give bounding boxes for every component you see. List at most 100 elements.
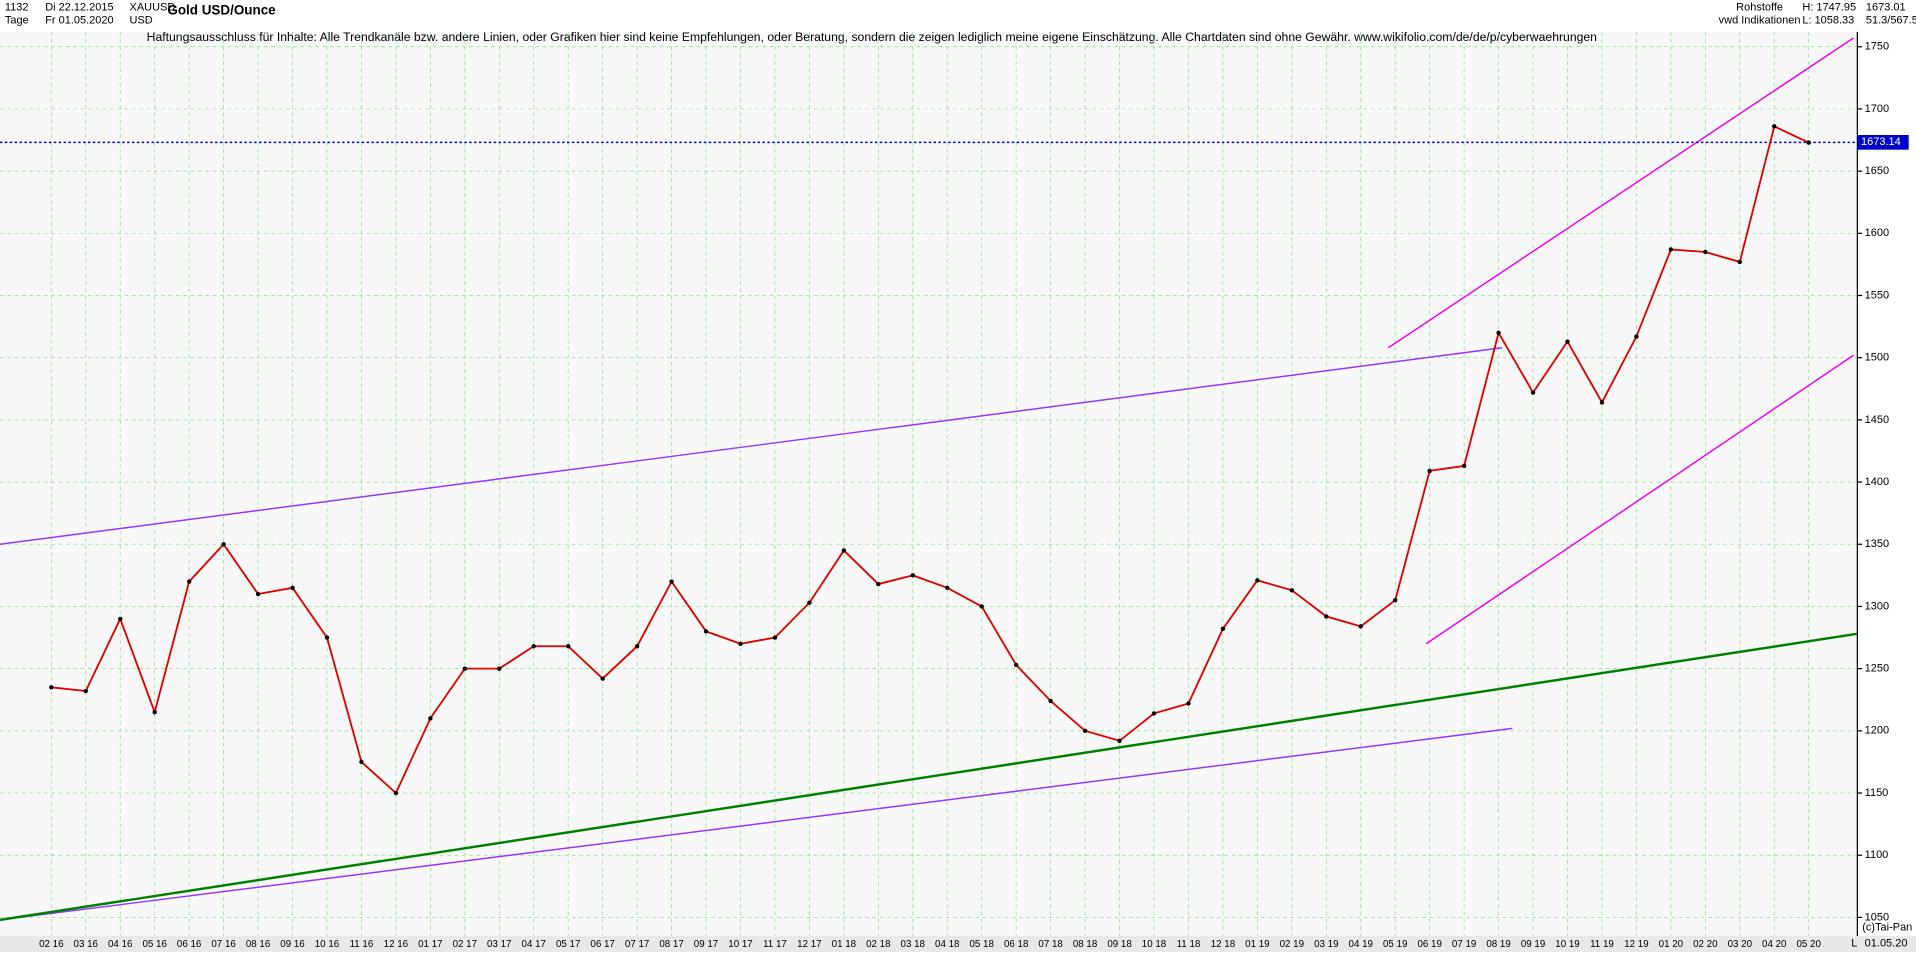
footer-mode: L bbox=[1851, 937, 1857, 949]
x-tick-label: 02 19 bbox=[1280, 939, 1304, 950]
x-tick-label: 11 19 bbox=[1590, 939, 1614, 950]
price-point bbox=[669, 579, 674, 584]
header-high: H: 1747.95 bbox=[1802, 1, 1856, 13]
price-point bbox=[1427, 468, 1432, 474]
x-tick-label: 09 18 bbox=[1107, 939, 1131, 950]
x-tick-label: 10 16 bbox=[315, 939, 339, 950]
trendline bbox=[0, 727, 1513, 921]
header-last: 1673.01 bbox=[1866, 1, 1906, 13]
x-tick-label: 02 17 bbox=[453, 939, 477, 950]
reference-label: 1673.14 bbox=[1861, 136, 1901, 148]
header-low: L: 1058.33 bbox=[1802, 15, 1854, 27]
price-point bbox=[428, 716, 433, 721]
price-point bbox=[772, 635, 778, 640]
x-tick-label: 01 17 bbox=[418, 939, 442, 950]
x-tick-label: 12 16 bbox=[384, 939, 408, 950]
price-point bbox=[1703, 249, 1708, 255]
price-point bbox=[1806, 140, 1811, 145]
price-point bbox=[634, 644, 640, 649]
x-tick-label: 12 19 bbox=[1624, 939, 1648, 950]
price-point bbox=[1082, 728, 1088, 734]
price-point bbox=[1668, 247, 1674, 252]
price-point bbox=[531, 644, 536, 649]
x-tick-label: 05 18 bbox=[969, 939, 993, 950]
price-point bbox=[1117, 738, 1122, 743]
x-tick-label: 12 17 bbox=[797, 939, 821, 950]
price-point bbox=[1393, 598, 1398, 603]
x-tick-label: 05 19 bbox=[1383, 939, 1407, 950]
price-point bbox=[462, 666, 468, 671]
x-tick-label: 07 16 bbox=[211, 939, 235, 950]
header-source: vwd Indikationen bbox=[1719, 15, 1801, 27]
x-tick-label: 03 16 bbox=[74, 939, 98, 950]
x-tick-label: 04 18 bbox=[935, 939, 959, 950]
x-tick-label: 11 18 bbox=[1177, 939, 1201, 950]
price-line bbox=[51, 125, 1810, 795]
x-tick-label: 05 16 bbox=[142, 939, 166, 950]
x-tick-label: 11 17 bbox=[763, 939, 787, 950]
price-point bbox=[738, 641, 743, 646]
price-point bbox=[393, 790, 399, 796]
x-tick-label: 04 19 bbox=[1349, 939, 1373, 950]
reference-tag bbox=[1857, 135, 1909, 150]
price-point bbox=[1772, 124, 1777, 129]
x-tick-label: 08 16 bbox=[246, 939, 270, 950]
y-tick-label: 1200 bbox=[1865, 725, 1889, 737]
disclaimer: Haftungsausschluss für Inhalte: Alle Tre… bbox=[147, 30, 1597, 44]
price-point bbox=[1358, 624, 1363, 629]
price-point bbox=[118, 616, 123, 622]
x-tick-label: 03 19 bbox=[1314, 939, 1338, 950]
x-tick-label: 03 17 bbox=[487, 939, 511, 950]
price-point bbox=[83, 688, 88, 694]
header-start: Di 22.12.2015 bbox=[45, 1, 113, 13]
x-tick-label: 11 16 bbox=[350, 939, 374, 950]
x-tick-label: 08 17 bbox=[659, 939, 683, 950]
x-tick-label: 07 18 bbox=[1038, 939, 1062, 950]
chart-title: Gold USD/Ounce bbox=[167, 3, 276, 18]
x-tick-label: 10 19 bbox=[1555, 939, 1579, 950]
price-point bbox=[290, 585, 295, 590]
price-point bbox=[1496, 330, 1501, 336]
x-tick-label: 01 20 bbox=[1659, 939, 1684, 950]
x-tick-label: 02 16 bbox=[39, 939, 63, 950]
price-point bbox=[1565, 339, 1570, 344]
header-id: 1132 bbox=[5, 1, 29, 13]
y-tick-label: 1650 bbox=[1865, 165, 1889, 177]
price-point bbox=[600, 676, 605, 681]
y-tick-label: 1100 bbox=[1865, 849, 1889, 861]
price-point bbox=[324, 635, 330, 640]
price-point bbox=[1461, 463, 1467, 469]
x-tick-label: 08 19 bbox=[1486, 939, 1510, 950]
x-tick-label: 01 19 bbox=[1245, 939, 1269, 950]
x-tick-label: 03 18 bbox=[901, 939, 925, 950]
x-tick-label: 04 17 bbox=[522, 939, 546, 950]
y-tick-label: 1250 bbox=[1865, 663, 1889, 675]
price-point bbox=[49, 685, 54, 690]
trendline bbox=[0, 632, 1858, 922]
price-point bbox=[359, 759, 364, 765]
x-tick-label: 07 19 bbox=[1452, 939, 1476, 950]
price-point bbox=[979, 604, 984, 609]
x-tick-label: 01 18 bbox=[832, 939, 856, 950]
x-tick-label: 05 17 bbox=[556, 939, 580, 950]
price-point bbox=[1048, 698, 1053, 704]
price-point bbox=[1220, 626, 1226, 632]
x-tick-label: 06 18 bbox=[1004, 939, 1028, 950]
price-point bbox=[807, 600, 812, 605]
x-tick-label: 07 17 bbox=[625, 939, 649, 950]
price-point bbox=[703, 629, 709, 634]
x-tick-label: 06 19 bbox=[1417, 939, 1441, 950]
x-tick-label: 04 20 bbox=[1762, 939, 1787, 950]
y-tick-label: 1050 bbox=[1865, 911, 1889, 923]
header-currency: USD bbox=[130, 15, 153, 27]
y-tick-label: 1400 bbox=[1865, 476, 1889, 488]
header-group: Rohstoffe bbox=[1736, 1, 1783, 13]
price-point bbox=[186, 579, 192, 584]
price-point bbox=[945, 585, 950, 590]
price-point bbox=[1013, 662, 1019, 668]
axis-bar bbox=[1857, 31, 1916, 937]
price-point bbox=[497, 666, 502, 671]
trendline bbox=[0, 347, 1503, 545]
x-tick-label: 04 16 bbox=[108, 939, 132, 950]
x-tick-label: 03 20 bbox=[1728, 939, 1753, 950]
